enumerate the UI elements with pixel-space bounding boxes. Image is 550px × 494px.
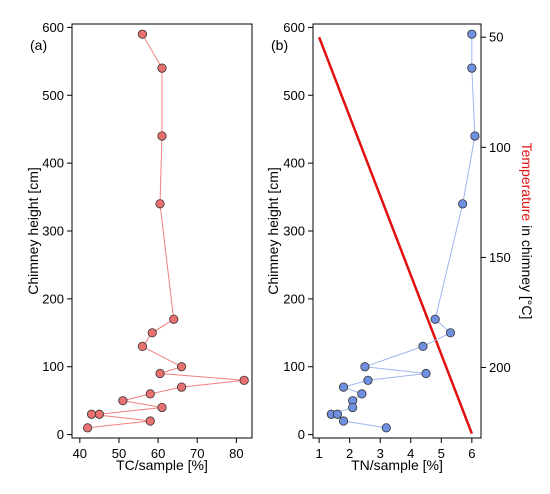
panel-b-x-tick-label: 3 <box>377 446 384 461</box>
panel-b-x-tick-label: 2 <box>346 446 353 461</box>
panel-a-data-point <box>155 199 165 209</box>
temperature-line <box>317 36 474 435</box>
panel-a-y-axis-title: Chimney height [cm] <box>25 167 41 295</box>
panel-b-y-tick-label: 600 <box>283 20 305 35</box>
panel-a-data-point <box>157 131 167 141</box>
panel-a-data-point <box>147 328 157 338</box>
panel-a-data-point <box>157 402 167 413</box>
panel-b-y-tick-label: 300 <box>283 224 305 239</box>
panel-a-y-tick-label: 500 <box>42 88 64 103</box>
panel-b-data-point <box>332 409 343 419</box>
panel-a-series <box>83 29 249 433</box>
panel-b-y-ticks: 0 100 200 300 400 500 600 <box>283 20 313 442</box>
panel-a-data-point <box>137 29 148 39</box>
panel-b: 1 2 3 4 5 6 0 100 200 300 400 500 600 50 100 150 200 (… <box>265 20 535 473</box>
panel-b-y-tick-label: 200 <box>283 291 305 306</box>
panel-b-x-ticks: 1 2 3 4 5 6 <box>315 438 475 461</box>
panel-b-right-tick-label: 50 <box>489 30 503 45</box>
panel-b-x-tick-label: 1 <box>315 446 322 461</box>
panel-a-y-tick-label: 200 <box>42 291 64 306</box>
panel-a-y-tick-label: 600 <box>42 20 64 35</box>
panel-b-data-point <box>363 375 373 385</box>
panel-b-right-axis-ticks: 50 100 150 200 <box>481 30 511 375</box>
panel-a-label: (a) <box>30 37 47 53</box>
panel-a-data-point <box>169 314 179 324</box>
panel-a-y-ticks: 0 100 200 300 400 500 600 <box>42 20 72 442</box>
panel-a-data-point <box>155 368 165 379</box>
panel-b-data-point <box>467 29 477 39</box>
panel-b-y-tick-label: 400 <box>283 156 305 171</box>
panel-a-x-tick-label: 40 <box>73 446 87 461</box>
panel-b-data-point <box>418 341 428 351</box>
panel-a-data-point <box>145 416 155 426</box>
panel-a-data-point <box>118 396 128 406</box>
panel-a-y-tick-label: 300 <box>42 224 64 239</box>
panel-a-data-point <box>176 382 187 392</box>
panel-a-data-point <box>83 423 93 433</box>
panel-b-data-point <box>421 368 431 379</box>
panel-b-data-point <box>445 328 456 338</box>
panel-a-data-point <box>94 409 104 419</box>
panel-a-x-ticks: 40 50 60 70 80 <box>73 438 244 461</box>
panel-a-y-tick-label: 0 <box>57 427 64 442</box>
panel-b-data-point <box>470 131 480 141</box>
panel-b-x-tick-label: 5 <box>438 446 445 461</box>
panel-a-y-tick-label: 400 <box>42 156 64 171</box>
panel-b-right-tick-label: 200 <box>489 360 511 375</box>
panel-a-x-tick-label: 50 <box>112 446 126 461</box>
panel-b-data-point <box>338 382 349 392</box>
panel-a-data-point <box>239 375 249 385</box>
panel-b-y-tick-label: 500 <box>283 88 305 103</box>
panel-b-data-point <box>348 402 358 413</box>
panel-b-data-point <box>357 389 367 399</box>
panel-a-series-line <box>87 33 245 429</box>
right-axis-title-highlight: Temperature <box>519 143 535 222</box>
panel-b-series-line <box>331 34 476 429</box>
right-axis-title-rest: in chimney [°C] <box>519 221 535 319</box>
panel-a-data-point <box>145 389 155 399</box>
panel-b-data-point <box>381 423 391 433</box>
panel-b-temperature-line <box>317 36 474 435</box>
panel-b-right-tick-label: 100 <box>489 140 511 155</box>
panel-b-right-tick-label: 150 <box>489 250 511 265</box>
panel-a-data-point <box>176 362 187 372</box>
panel-b-data-point <box>430 314 440 324</box>
panel-b-x-axis-title: TN/sample [%] <box>351 457 443 473</box>
panel-a-x-tick-label: 60 <box>151 446 165 461</box>
panel-a-x-axis-title: TC/sample [%] <box>116 457 208 473</box>
panel-b-x-tick-label: 6 <box>468 446 475 461</box>
panel-a-data-point <box>86 409 97 419</box>
panel-b-data-point <box>467 63 477 73</box>
panel-b-y-tick-label: 0 <box>298 427 305 442</box>
panel-a-y-tick-label: 100 <box>42 359 64 374</box>
panel-b-right-axis-title: Temperature in chimney [°C] <box>519 143 535 320</box>
panel-b-series <box>326 29 480 433</box>
panel-b-x-tick-label: 4 <box>407 446 414 461</box>
panel-a: 40 50 60 70 80 0 100 200 300 400 500 600 (a) TC/sa… <box>25 20 253 473</box>
panel-a-data-point <box>137 341 148 351</box>
panel-a-data-point <box>157 63 167 73</box>
panel-b-y-axis-title: Chimney height [cm] <box>265 167 281 295</box>
panel-b-y-tick-label: 100 <box>283 359 305 374</box>
panel-a-x-tick-label: 80 <box>229 446 243 461</box>
panel-b-label: (b) <box>271 37 288 53</box>
panel-b-data-point <box>360 362 370 372</box>
panel-b-data-point <box>458 199 468 209</box>
panel-b-data-point <box>338 416 349 426</box>
panel-a-x-tick-label: 70 <box>190 446 204 461</box>
